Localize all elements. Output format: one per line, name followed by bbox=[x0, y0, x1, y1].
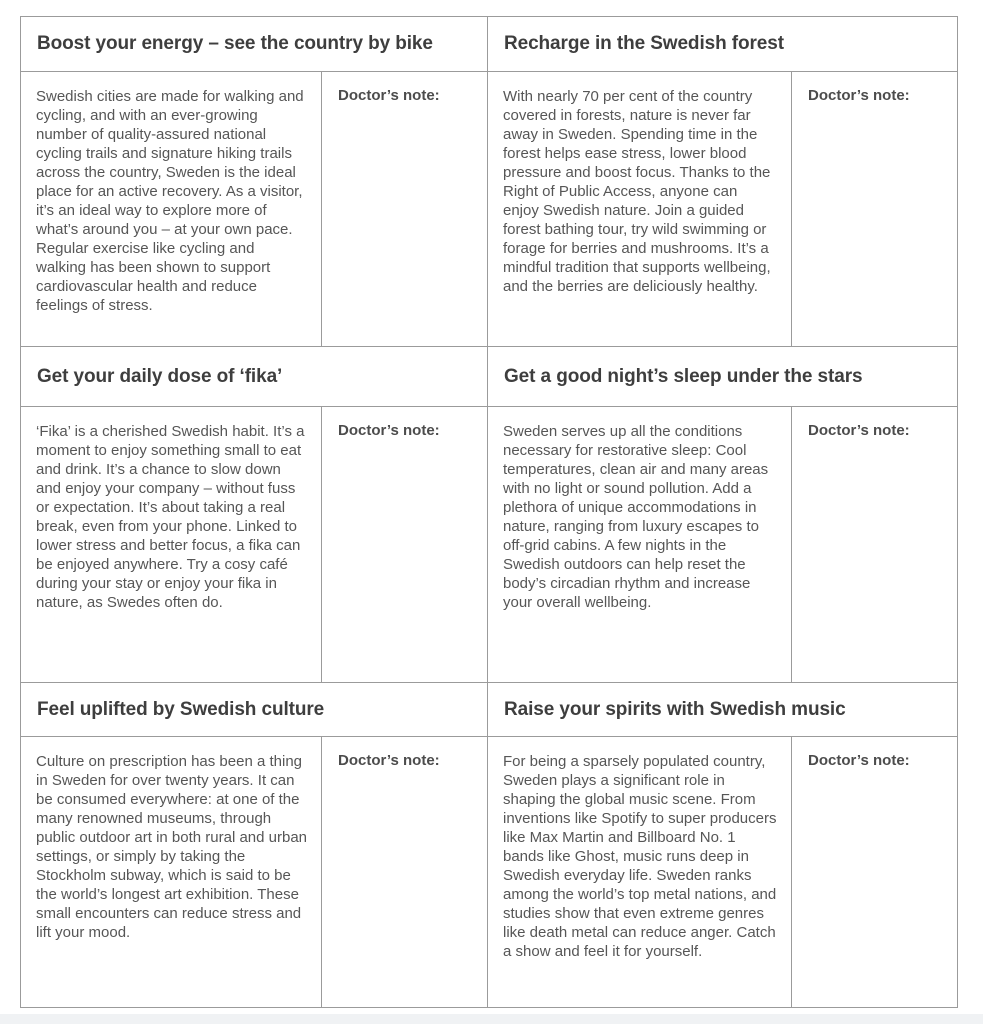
section-body-cell-forest: With nearly 70 per cent of the country c… bbox=[488, 72, 792, 347]
section-body-forest: With nearly 70 per cent of the country c… bbox=[503, 88, 771, 295]
doctors-note-label: Doctor’s note: bbox=[808, 422, 910, 439]
doctors-note-label: Doctor’s note: bbox=[808, 752, 910, 769]
section-title-bike: Boost your energy – see the country by b… bbox=[37, 33, 433, 54]
doctors-note-cell-sleep: Doctor’s note: bbox=[792, 407, 957, 683]
section-body-cell-culture: Culture on prescription has been a thing… bbox=[21, 737, 322, 1007]
section-title-music: Raise your spirits with Swedish music bbox=[504, 698, 846, 720]
section-title-forest: Recharge in the Swedish forest bbox=[504, 33, 784, 54]
section-title-sleep: Get a good night’s sleep under the stars bbox=[504, 365, 863, 387]
section-body-cell-music: For being a sparsely populated country, … bbox=[488, 737, 792, 1007]
doctors-note-label: Doctor’s note: bbox=[338, 87, 440, 104]
doctors-note-cell-forest: Doctor’s note: bbox=[792, 72, 957, 347]
doctors-note-label: Doctor’s note: bbox=[338, 752, 440, 769]
doctors-note-label: Doctor’s note: bbox=[338, 422, 440, 439]
page-bottom-strip bbox=[0, 1014, 983, 1024]
section-header-culture: Feel uplifted by Swedish culture bbox=[21, 683, 488, 737]
section-header-forest: Recharge in the Swedish forest bbox=[488, 17, 957, 72]
doctors-note-cell-bike: Doctor’s note: bbox=[322, 72, 488, 347]
section-body-bike: Swedish cities are made for walking and … bbox=[36, 88, 304, 314]
section-header-music: Raise your spirits with Swedish music bbox=[488, 683, 957, 737]
doctors-note-cell-culture: Doctor’s note: bbox=[322, 737, 488, 1007]
section-title-fika: Get your daily dose of ‘fika’ bbox=[37, 365, 283, 387]
section-header-bike: Boost your energy – see the country by b… bbox=[21, 17, 488, 72]
section-body-cell-fika: ‘Fika’ is a cherished Swedish habit. It’… bbox=[21, 407, 322, 683]
section-body-cell-bike: Swedish cities are made for walking and … bbox=[21, 72, 322, 347]
section-body-culture: Culture on prescription has been a thing… bbox=[36, 753, 308, 941]
doctors-note-cell-music: Doctor’s note: bbox=[792, 737, 957, 1007]
wellness-prescription-table: Boost your energy – see the country by b… bbox=[20, 16, 958, 1008]
section-body-cell-sleep: Sweden serves up all the conditions nece… bbox=[488, 407, 792, 683]
section-title-culture: Feel uplifted by Swedish culture bbox=[37, 698, 325, 720]
section-header-fika: Get your daily dose of ‘fika’ bbox=[21, 347, 488, 407]
doctors-note-label: Doctor’s note: bbox=[808, 87, 910, 104]
doctors-note-cell-fika: Doctor’s note: bbox=[322, 407, 488, 683]
section-body-fika: ‘Fika’ is a cherished Swedish habit. It’… bbox=[36, 423, 305, 611]
section-body-sleep: Sweden serves up all the conditions nece… bbox=[503, 423, 769, 611]
section-body-music: For being a sparsely populated country, … bbox=[503, 753, 777, 960]
section-header-sleep: Get a good night’s sleep under the stars bbox=[488, 347, 957, 407]
